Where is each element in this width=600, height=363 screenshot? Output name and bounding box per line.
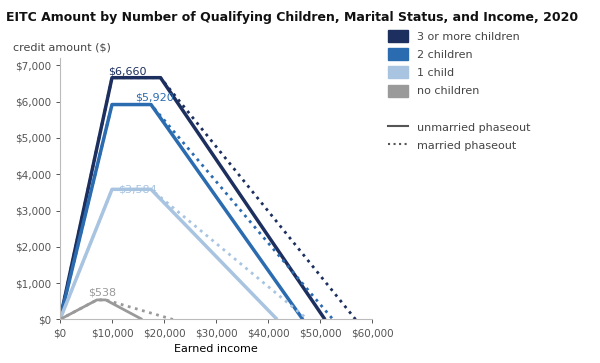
Text: $5,920: $5,920 (136, 93, 174, 103)
X-axis label: Earned income: Earned income (174, 344, 258, 354)
Text: $3,584: $3,584 (118, 184, 157, 194)
Legend: 3 or more children, 2 children, 1 child, no children, , unmarried phaseout, marr: 3 or more children, 2 children, 1 child,… (384, 25, 535, 156)
Text: EITC Amount by Number of Qualifying Children, Marital Status, and Income, 2020: EITC Amount by Number of Qualifying Chil… (6, 11, 578, 24)
Text: $6,660: $6,660 (109, 66, 147, 76)
Text: credit amount ($): credit amount ($) (13, 43, 111, 53)
Text: $538: $538 (89, 287, 117, 298)
